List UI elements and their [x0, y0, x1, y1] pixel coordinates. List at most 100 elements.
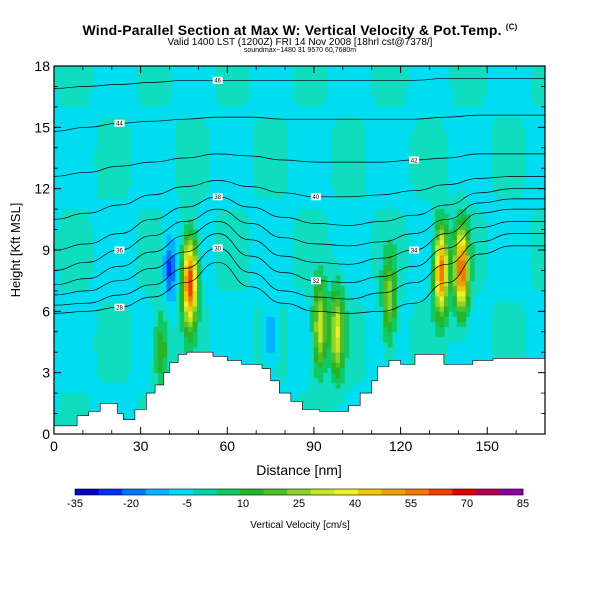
velocity-cell	[352, 198, 358, 302]
velocity-cell	[461, 244, 467, 251]
velocity-cell	[461, 311, 467, 322]
velocity-cell	[106, 66, 111, 118]
velocity-cell	[413, 66, 419, 123]
title-mark: (C)	[505, 22, 518, 32]
velocity-cell	[383, 280, 389, 312]
velocity-cell	[318, 362, 324, 368]
velocity-cell	[184, 265, 189, 276]
velocity-cell	[318, 342, 324, 353]
velocity-cell	[127, 372, 133, 434]
velocity-cell	[132, 66, 137, 434]
velocity-cell	[179, 260, 185, 312]
velocity-cell	[534, 290, 540, 394]
velocity-cell	[166, 234, 172, 251]
colorbar: -35 -20 -5 10 25 40 55 70 85	[67, 488, 529, 510]
velocity-cell	[417, 66, 423, 118]
chart-title-text: Wind-Parallel Section at Max W: Vertical…	[82, 22, 502, 38]
velocity-cell	[456, 219, 462, 225]
velocity-cell	[283, 66, 289, 123]
velocity-cell	[326, 347, 332, 368]
velocity-cell	[456, 234, 462, 241]
velocity-cell	[188, 234, 194, 241]
velocity-cell	[110, 198, 116, 302]
velocity-cell	[331, 352, 337, 363]
velocity-cell	[158, 372, 163, 394]
velocity-cell	[214, 285, 220, 399]
velocity-cell	[71, 106, 77, 210]
velocity-cell	[521, 66, 527, 128]
isentrope-label-bg	[310, 277, 321, 285]
velocity-cell	[335, 377, 341, 389]
velocity-cell	[188, 219, 194, 230]
velocity-cell	[335, 311, 341, 327]
velocity-cell	[188, 229, 194, 236]
velocity-cell	[452, 239, 458, 256]
isentrope-line	[54, 188, 545, 251]
isentrope-label: 40	[313, 195, 320, 201]
isentrope-line	[54, 208, 545, 286]
velocity-cell	[339, 352, 345, 368]
y-tick-label: 18	[34, 58, 50, 74]
velocity-cell	[313, 331, 319, 348]
velocity-cell	[162, 280, 168, 302]
velocity-cell	[461, 301, 467, 307]
velocity-cell	[184, 275, 189, 292]
velocity-cell	[495, 66, 501, 118]
velocity-cell	[188, 239, 194, 246]
colorbar-tick-label: 55	[405, 498, 417, 510]
velocity-cell	[439, 244, 445, 256]
velocity-cell	[335, 66, 341, 118]
velocity-cell	[335, 336, 341, 353]
velocity-cell	[361, 198, 367, 307]
velocity-cell	[469, 244, 475, 282]
velocity-cell	[67, 290, 72, 394]
velocity-cell	[409, 66, 415, 133]
velocity-cell	[253, 66, 259, 123]
velocity-cell	[465, 296, 471, 307]
velocity-cell	[504, 66, 510, 118]
velocity-cell	[179, 66, 185, 118]
velocity-cell	[223, 290, 228, 394]
velocity-cell	[456, 106, 462, 190]
velocity-cell	[62, 106, 68, 210]
velocity-cell	[443, 234, 449, 246]
x-tick-label: 150	[476, 438, 500, 454]
velocity-cell	[231, 106, 237, 210]
velocity-cell	[452, 285, 458, 297]
velocity-cell	[435, 209, 441, 225]
velocity-cell	[452, 219, 458, 230]
velocity-cell	[188, 306, 194, 312]
isentrope-label-bg	[212, 76, 223, 84]
colorbar-swatch	[452, 489, 477, 495]
velocity-cell	[430, 290, 436, 322]
velocity-cell	[318, 311, 324, 343]
velocity-cell	[201, 66, 207, 118]
velocity-cell	[192, 270, 198, 292]
velocity-cell	[439, 239, 445, 246]
velocity-cell	[383, 244, 389, 266]
velocity-cell	[197, 66, 202, 118]
velocity-cell	[331, 290, 337, 302]
y-tick-label: 6	[42, 303, 50, 319]
velocity-cell	[456, 290, 462, 297]
velocity-cell	[75, 290, 81, 394]
velocity-cell	[383, 326, 389, 343]
velocity-cell	[188, 331, 194, 343]
velocity-cell	[422, 198, 428, 302]
velocity-cell	[93, 168, 98, 333]
velocity-cell	[266, 66, 272, 118]
x-tick-label: 120	[389, 438, 413, 454]
velocity-cell	[162, 321, 168, 343]
velocity-cell	[236, 290, 241, 394]
velocity-cell	[162, 255, 168, 282]
velocity-cell	[383, 265, 389, 281]
chart-title: Wind-Parallel Section at Max W: Vertical…	[0, 22, 600, 38]
velocity-cell	[517, 198, 523, 302]
isentrope-line	[54, 198, 545, 271]
velocity-cell	[292, 285, 298, 404]
isentrope-line	[54, 77, 545, 89]
velocity-cell	[456, 301, 462, 307]
velocity-cell	[430, 260, 436, 292]
velocity-cell	[84, 106, 90, 210]
colorbar-frame	[74, 488, 524, 496]
